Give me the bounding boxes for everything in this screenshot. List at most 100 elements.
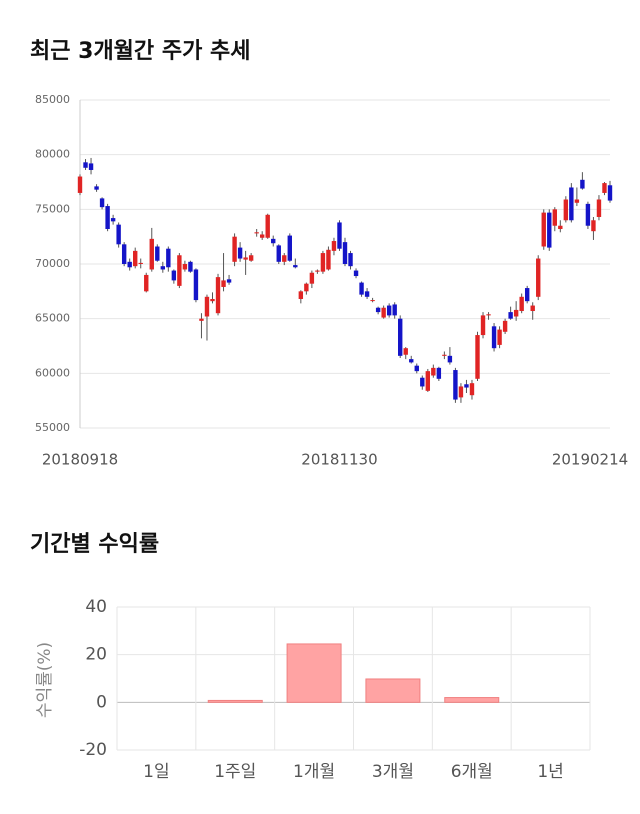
candle-body: [237, 247, 243, 259]
candle-body: [447, 355, 453, 363]
candle-body: [259, 234, 265, 238]
candle-body: [193, 269, 199, 301]
candle-body: [287, 235, 292, 261]
candle-body: [425, 371, 431, 391]
candle-body: [409, 359, 414, 363]
candle-body: [480, 315, 486, 336]
candle-body: [304, 283, 309, 292]
candle-body: [519, 296, 524, 312]
candle-body: [569, 187, 574, 221]
candle-body: [204, 296, 210, 317]
bar: [365, 678, 421, 703]
candle-body: [502, 320, 508, 332]
candle-body: [591, 220, 596, 232]
candle-body: [348, 253, 353, 267]
y-tick-label: 40: [85, 597, 107, 617]
bar: [444, 697, 500, 703]
candle-body: [585, 203, 591, 226]
candle-body: [353, 270, 359, 277]
candle-body: [177, 255, 182, 286]
candle-body: [232, 236, 237, 262]
candle-body: [403, 348, 408, 355]
bar: [286, 643, 342, 703]
candle-body: [596, 199, 602, 217]
candle-body: [215, 277, 221, 314]
candle-body: [541, 212, 546, 247]
y-tick-label: 85000: [35, 93, 70, 106]
candle-body: [110, 218, 116, 222]
y-tick-label: 70000: [35, 257, 70, 270]
candle-body: [607, 185, 613, 201]
candle-body: [464, 384, 469, 388]
candle-body: [536, 258, 541, 297]
candle-body: [558, 225, 563, 230]
x-tick-label: 1주일: [214, 762, 256, 782]
candle-body: [144, 274, 149, 292]
y-tick-label: 60000: [35, 366, 70, 379]
x-tick-label: 1년: [537, 762, 563, 782]
candle-body: [182, 264, 188, 270]
candle-body: [155, 246, 160, 261]
candle-body: [265, 214, 270, 238]
candle-body: [243, 257, 248, 260]
x-tick-label: 1개월: [293, 762, 335, 782]
candle-body: [320, 253, 326, 272]
candle-body: [552, 209, 557, 226]
candle-body: [226, 279, 232, 283]
chart-title: 기간별 수익률: [30, 532, 159, 557]
candle-body: [160, 266, 166, 270]
y-axis-label: 수익률(%): [35, 642, 55, 718]
y-tick-label: -20: [79, 740, 107, 760]
candle-body: [491, 326, 497, 349]
candle-body: [127, 261, 132, 268]
candle-body: [210, 298, 215, 302]
candle-body: [486, 314, 491, 316]
candle-body: [574, 199, 580, 203]
candle-body: [337, 222, 342, 249]
candle-body: [282, 255, 287, 262]
candle-body: [458, 386, 464, 398]
y-tick-label: 0: [96, 692, 107, 712]
candle-body: [99, 198, 105, 208]
candle-body: [436, 367, 442, 379]
y-tick-label: 55000: [35, 421, 70, 434]
candle-body: [386, 305, 392, 316]
candle-body: [309, 272, 315, 284]
candle-body: [381, 307, 386, 318]
candle-body: [298, 291, 304, 299]
y-tick-label: 80000: [35, 148, 70, 161]
candle-body: [342, 242, 348, 264]
candle-body: [326, 249, 331, 270]
candle-body: [602, 183, 607, 193]
candle-body: [271, 238, 276, 244]
candle-body: [248, 255, 254, 261]
x-tick-label: 6개월: [451, 762, 493, 782]
candle-body: [513, 309, 519, 317]
candle-body: [166, 248, 171, 268]
candle-body: [375, 307, 381, 313]
candle-body: [508, 312, 513, 319]
candle-body: [414, 365, 419, 372]
candle-body: [370, 300, 375, 302]
x-tick-label: 20181130: [301, 451, 377, 469]
candle-body: [530, 305, 535, 312]
candle-body: [77, 176, 83, 193]
candle-body: [331, 241, 337, 251]
candle-body: [580, 179, 585, 189]
candle-body: [469, 383, 475, 396]
candle-body: [453, 370, 458, 400]
candle-body: [83, 162, 88, 168]
candle-body: [221, 280, 226, 287]
candle-body: [254, 232, 259, 234]
candle-body: [547, 212, 552, 248]
y-tick-label: 20: [85, 645, 107, 665]
candle-body: [497, 329, 502, 345]
candle-body: [121, 244, 127, 264]
candle-body: [293, 265, 298, 268]
candle-body: [315, 270, 320, 272]
candle-body: [392, 304, 397, 316]
candle-body: [188, 261, 193, 272]
candle-body: [105, 206, 110, 230]
